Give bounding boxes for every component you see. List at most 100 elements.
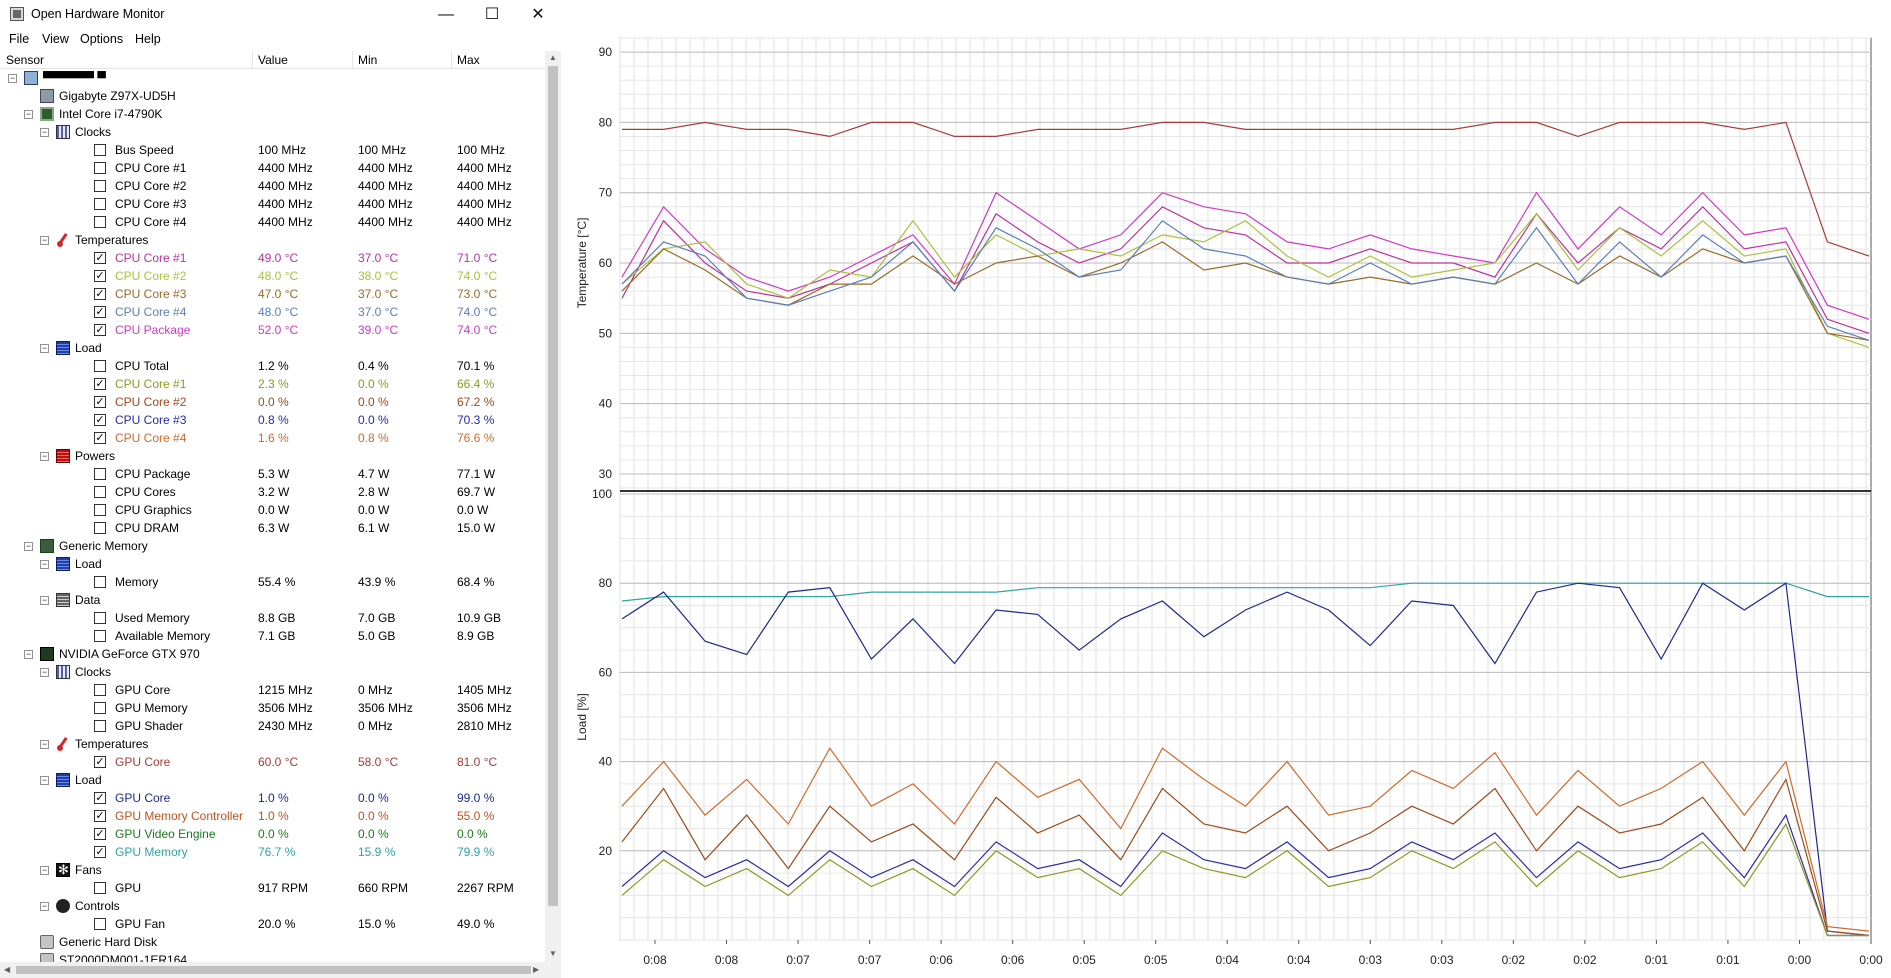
- gpu-temperatures-group[interactable]: − Temperatures: [0, 735, 545, 753]
- collapse-toggle-icon[interactable]: −: [40, 343, 49, 353]
- sensor-cpu-core3-temp[interactable]: ✓ CPU Core #3 47.0 °C 37.0 °C 73.0 °C: [0, 285, 545, 303]
- plot-checkbox[interactable]: [94, 360, 106, 372]
- plot-checkbox-checked[interactable]: ✓: [94, 414, 106, 426]
- plot-checkbox[interactable]: [94, 684, 106, 696]
- sensor-gpu-memory-clock[interactable]: GPU Memory 3506 MHz 3506 MHz 3506 MHz: [0, 699, 545, 717]
- collapse-toggle-icon[interactable]: −: [40, 127, 49, 137]
- plot-checkbox[interactable]: [94, 720, 106, 732]
- cpu-clocks-group[interactable]: − Clocks: [0, 123, 545, 141]
- plot-checkbox[interactable]: [94, 180, 106, 192]
- minimize-button[interactable]: —: [438, 6, 454, 23]
- sensor-cpu-core2-clock[interactable]: CPU Core #2 4400 MHz 4400 MHz 4400 MHz: [0, 177, 545, 195]
- sensor-cpu-core2-load[interactable]: ✓ CPU Core #2 0.0 % 0.0 % 67.2 %: [0, 393, 545, 411]
- sensor-cpu-core3-load[interactable]: ✓ CPU Core #3 0.8 % 0.0 % 70.3 %: [0, 411, 545, 429]
- column-max[interactable]: Max: [457, 53, 480, 67]
- plot-checkbox[interactable]: [94, 486, 106, 498]
- scroll-right-icon[interactable]: ▶: [533, 965, 540, 974]
- plot-checkbox-checked[interactable]: ✓: [94, 396, 106, 408]
- scroll-up-icon[interactable]: ▲: [549, 53, 557, 62]
- plot-checkbox[interactable]: [94, 216, 106, 228]
- mainboard-node[interactable]: Gigabyte Z97X-UD5H: [0, 87, 545, 105]
- plot-checkbox-checked[interactable]: ✓: [94, 810, 106, 822]
- cpu-temperatures-group[interactable]: − Temperatures: [0, 231, 545, 249]
- sensor-memory-load[interactable]: Memory 55.4 % 43.9 % 68.4 %: [0, 573, 545, 591]
- gpu-load-group[interactable]: − Load: [0, 771, 545, 789]
- memory-load-group[interactable]: − Load: [0, 555, 545, 573]
- memory-data-group[interactable]: − Data: [0, 591, 545, 609]
- gpu-node[interactable]: − NVIDIA GeForce GTX 970: [0, 645, 545, 663]
- plot-checkbox-checked[interactable]: ✓: [94, 432, 106, 444]
- sensor-cpu-core2-temp[interactable]: ✓ CPU Core #2 48.0 °C 38.0 °C 74.0 °C: [0, 267, 545, 285]
- plot-checkbox-checked[interactable]: ✓: [94, 846, 106, 858]
- sensor-cpu-package-temp[interactable]: ✓ CPU Package 52.0 °C 39.0 °C 74.0 °C: [0, 321, 545, 339]
- collapse-toggle-icon[interactable]: −: [40, 865, 49, 875]
- collapse-toggle-icon[interactable]: −: [40, 667, 49, 677]
- sensor-gpu-core-clock[interactable]: GPU Core 1215 MHz 0 MHz 1405 MHz: [0, 681, 545, 699]
- plot-checkbox[interactable]: [94, 918, 106, 930]
- sensor-gpu-fan-control[interactable]: GPU Fan 20.0 % 15.0 % 49.0 %: [0, 915, 545, 933]
- menu-help[interactable]: Help: [135, 32, 161, 46]
- sensor-gpu-memory-load[interactable]: ✓ GPU Memory 76.7 % 15.9 % 79.9 %: [0, 843, 545, 861]
- column-divider[interactable]: [252, 51, 253, 69]
- sensor-cpu-core1-load[interactable]: ✓ CPU Core #1 2.3 % 0.0 % 66.4 %: [0, 375, 545, 393]
- sensor-bus-speed[interactable]: Bus Speed 100 MHz 100 MHz 100 MHz: [0, 141, 545, 159]
- collapse-toggle-icon[interactable]: −: [24, 649, 33, 659]
- hdd-node[interactable]: Generic Hard Disk: [0, 933, 545, 951]
- hdd-model-node[interactable]: ST2000DM001-1ER164: [0, 951, 545, 962]
- sensor-cpu-total-load[interactable]: CPU Total 1.2 % 0.4 % 70.1 %: [0, 357, 545, 375]
- sensor-cpu-core1-clock[interactable]: CPU Core #1 4400 MHz 4400 MHz 4400 MHz: [0, 159, 545, 177]
- menu-view[interactable]: View: [42, 32, 69, 46]
- collapse-toggle-icon[interactable]: −: [40, 235, 49, 245]
- cpu-powers-group[interactable]: − Powers: [0, 447, 545, 465]
- column-sensor[interactable]: Sensor: [6, 53, 45, 67]
- plot-checkbox[interactable]: [94, 522, 106, 534]
- collapse-toggle-icon[interactable]: −: [24, 541, 33, 551]
- scroll-down-icon[interactable]: ▼: [549, 949, 557, 958]
- plot-checkbox[interactable]: [94, 468, 106, 480]
- collapse-toggle-icon[interactable]: −: [24, 109, 33, 119]
- scroll-left-icon[interactable]: ◀: [4, 965, 11, 974]
- sensor-used-memory[interactable]: Used Memory 8.8 GB 7.0 GB 10.9 GB: [0, 609, 545, 627]
- menu-file[interactable]: File: [9, 32, 30, 46]
- plot-checkbox[interactable]: [94, 162, 106, 174]
- plot-checkbox-checked[interactable]: ✓: [94, 792, 106, 804]
- sensor-cpu-package-power[interactable]: CPU Package 5.3 W 4.7 W 77.1 W: [0, 465, 545, 483]
- sensor-gpu-video-engine[interactable]: ✓ GPU Video Engine 0.0 % 0.0 % 0.0 %: [0, 825, 545, 843]
- menu-options[interactable]: Options: [80, 32, 124, 46]
- collapse-toggle-icon[interactable]: −: [40, 901, 49, 911]
- sensor-cpu-core4-clock[interactable]: CPU Core #4 4400 MHz 4400 MHz 4400 MHz: [0, 213, 545, 231]
- sensor-gpu-fan-rpm[interactable]: GPU 917 RPM 660 RPM 2267 RPM: [0, 879, 545, 897]
- sensor-cpu-core4-temp[interactable]: ✓ CPU Core #4 48.0 °C 37.0 °C 74.0 °C: [0, 303, 545, 321]
- plot-checkbox[interactable]: [94, 630, 106, 642]
- gpu-clocks-group[interactable]: − Clocks: [0, 663, 545, 681]
- maximize-button[interactable]: ☐: [484, 6, 500, 23]
- memory-node[interactable]: − Generic Memory: [0, 537, 545, 555]
- plot-checkbox[interactable]: [94, 702, 106, 714]
- sensor-cpu-core1-temp[interactable]: ✓ CPU Core #1 49.0 °C 37.0 °C 71.0 °C: [0, 249, 545, 267]
- plot-checkbox-checked[interactable]: ✓: [94, 252, 106, 264]
- sensor-available-memory[interactable]: Available Memory 7.1 GB 5.0 GB 8.9 GB: [0, 627, 545, 645]
- sensor-cpu-dram-power[interactable]: CPU DRAM 6.3 W 6.1 W 15.0 W: [0, 519, 545, 537]
- plot-checkbox[interactable]: [94, 144, 106, 156]
- title-bar[interactable]: Open Hardware Monitor — ☐ ✕: [0, 0, 561, 29]
- cpu-node[interactable]: − Intel Core i7-4790K: [0, 105, 545, 123]
- gpu-controls-group[interactable]: − Controls: [0, 897, 545, 915]
- plot-checkbox-checked[interactable]: ✓: [94, 756, 106, 768]
- sensor-cpu-graphics-power[interactable]: CPU Graphics 0.0 W 0.0 W 0.0 W: [0, 501, 545, 519]
- collapse-toggle-icon[interactable]: −: [40, 739, 49, 749]
- plot-checkbox-checked[interactable]: ✓: [94, 378, 106, 390]
- sensor-gpu-core-load[interactable]: ✓ GPU Core 1.0 % 0.0 % 99.0 %: [0, 789, 545, 807]
- vertical-scroll-thumb[interactable]: [548, 66, 558, 906]
- cpu-load-group[interactable]: − Load: [0, 339, 545, 357]
- plot-checkbox-checked[interactable]: ✓: [94, 306, 106, 318]
- sensor-cpu-core4-load[interactable]: ✓ CPU Core #4 1.6 % 0.8 % 76.6 %: [0, 429, 545, 447]
- plot-checkbox-checked[interactable]: ✓: [94, 828, 106, 840]
- sensor-gpu-core-temp[interactable]: ✓ GPU Core 60.0 °C 58.0 °C 81.0 °C: [0, 753, 545, 771]
- gpu-fans-group[interactable]: − Fans: [0, 861, 545, 879]
- plot-checkbox[interactable]: [94, 504, 106, 516]
- collapse-toggle-icon[interactable]: −: [40, 559, 49, 569]
- column-divider[interactable]: [352, 51, 353, 69]
- sensor-cpu-cores-power[interactable]: CPU Cores 3.2 W 2.8 W 69.7 W: [0, 483, 545, 501]
- plot-checkbox[interactable]: [94, 882, 106, 894]
- plot-checkbox-checked[interactable]: ✓: [94, 270, 106, 282]
